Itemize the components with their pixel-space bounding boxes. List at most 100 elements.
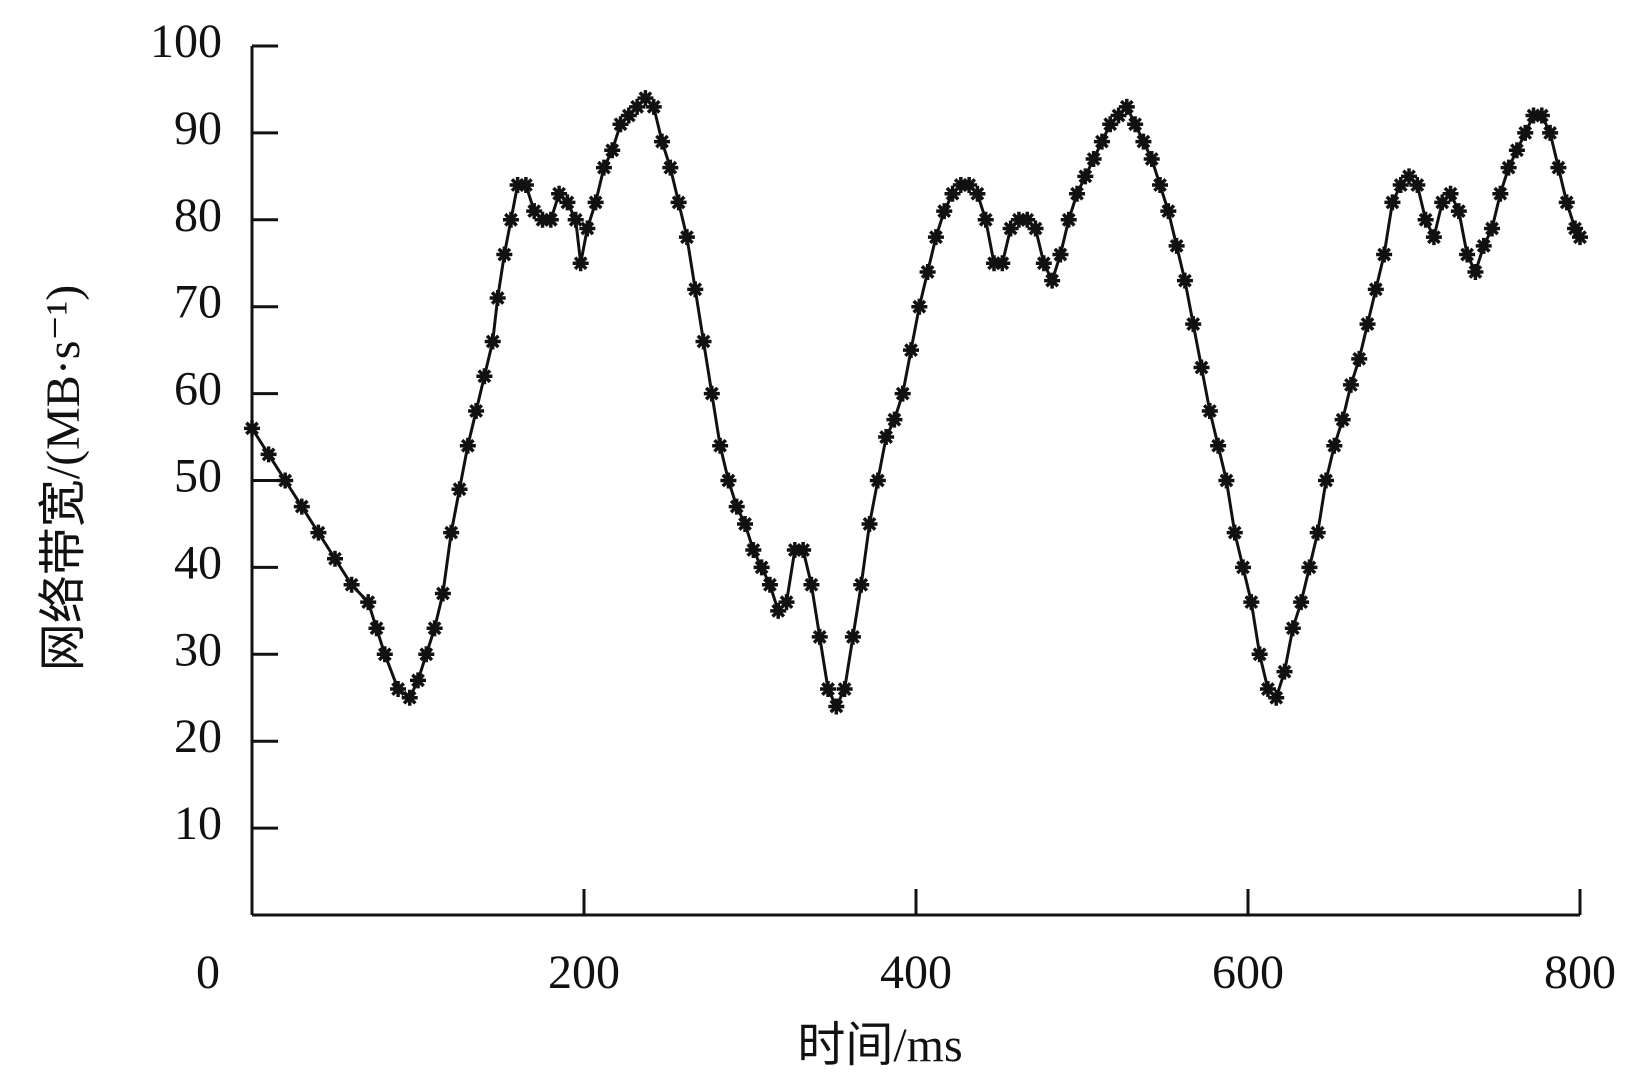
marker bbox=[687, 281, 704, 298]
marker bbox=[542, 211, 559, 228]
marker bbox=[368, 620, 385, 637]
marker bbox=[1550, 159, 1567, 176]
y-tick-label: 90 bbox=[174, 102, 222, 155]
marker bbox=[894, 385, 911, 402]
marker bbox=[1259, 681, 1276, 698]
x-tick-label: 0 bbox=[196, 946, 220, 999]
marker bbox=[1567, 220, 1584, 237]
marker bbox=[795, 542, 812, 559]
marker bbox=[260, 446, 277, 463]
y-tick-label: 50 bbox=[174, 450, 222, 503]
marker bbox=[1069, 185, 1086, 202]
marker bbox=[551, 185, 568, 202]
marker bbox=[1293, 594, 1310, 611]
marker bbox=[753, 559, 770, 576]
marker bbox=[1409, 177, 1426, 194]
marker bbox=[567, 211, 584, 228]
x-tick-label: 200 bbox=[548, 946, 620, 999]
marker bbox=[526, 203, 543, 220]
marker bbox=[1093, 133, 1110, 150]
marker bbox=[484, 333, 501, 350]
marker bbox=[629, 98, 646, 115]
marker bbox=[994, 255, 1011, 272]
marker bbox=[1210, 437, 1227, 454]
marker bbox=[745, 542, 762, 559]
marker bbox=[604, 142, 621, 159]
marker bbox=[1301, 559, 1318, 576]
marker bbox=[1168, 237, 1185, 254]
marker bbox=[786, 542, 803, 559]
marker bbox=[1127, 116, 1144, 133]
x-tick-label: 600 bbox=[1212, 946, 1284, 999]
marker bbox=[728, 498, 745, 515]
marker bbox=[376, 646, 393, 663]
marker bbox=[1359, 316, 1376, 333]
marker bbox=[1235, 559, 1252, 576]
marker bbox=[509, 177, 526, 194]
marker bbox=[1152, 177, 1169, 194]
marker bbox=[468, 402, 485, 419]
marker bbox=[1376, 246, 1393, 263]
marker bbox=[1160, 203, 1177, 220]
marker bbox=[969, 185, 986, 202]
marker bbox=[1484, 220, 1501, 237]
marker bbox=[517, 177, 534, 194]
marker bbox=[1268, 689, 1285, 706]
y-tick-label: 60 bbox=[174, 363, 222, 416]
marker bbox=[811, 628, 828, 645]
marker bbox=[1367, 281, 1384, 298]
marker bbox=[277, 472, 294, 489]
marker bbox=[1193, 359, 1210, 376]
marker bbox=[1467, 263, 1484, 280]
y-tick-label: 30 bbox=[174, 623, 222, 676]
marker bbox=[1085, 150, 1102, 167]
marker bbox=[310, 524, 327, 541]
marker bbox=[761, 576, 778, 593]
marker bbox=[820, 681, 837, 698]
marker bbox=[778, 594, 795, 611]
marker bbox=[534, 211, 551, 228]
y-tick-label: 10 bbox=[174, 797, 222, 850]
marker bbox=[1102, 116, 1119, 133]
marker bbox=[1052, 246, 1069, 263]
marker bbox=[1434, 194, 1451, 211]
y-tick-label: 80 bbox=[174, 189, 222, 242]
marker bbox=[1035, 255, 1052, 272]
marker bbox=[451, 481, 468, 498]
marker bbox=[1185, 316, 1202, 333]
marker bbox=[1558, 194, 1575, 211]
marker bbox=[1459, 246, 1476, 263]
marker bbox=[1118, 98, 1135, 115]
marker bbox=[1392, 177, 1409, 194]
marker bbox=[936, 203, 953, 220]
marker bbox=[476, 368, 493, 385]
marker bbox=[654, 133, 671, 150]
marker bbox=[1572, 229, 1588, 246]
marker bbox=[720, 472, 737, 489]
marker bbox=[695, 333, 712, 350]
marker bbox=[645, 98, 662, 115]
marker bbox=[1077, 168, 1094, 185]
marker bbox=[1218, 472, 1235, 489]
marker bbox=[1110, 107, 1127, 124]
marker bbox=[1135, 133, 1152, 150]
marker bbox=[1176, 272, 1193, 289]
marker bbox=[620, 107, 637, 124]
marker bbox=[572, 255, 589, 272]
marker bbox=[903, 342, 920, 359]
marker bbox=[919, 263, 936, 280]
marker bbox=[1318, 472, 1335, 489]
marker bbox=[401, 689, 418, 706]
marker bbox=[886, 411, 903, 428]
marker bbox=[836, 681, 853, 698]
marker bbox=[1251, 646, 1268, 663]
marker bbox=[244, 420, 260, 437]
marker bbox=[1226, 524, 1243, 541]
marker bbox=[410, 672, 426, 689]
marker bbox=[861, 515, 878, 532]
marker bbox=[1326, 437, 1343, 454]
marker bbox=[418, 646, 435, 663]
marker bbox=[1010, 211, 1027, 228]
marker bbox=[927, 229, 944, 246]
marker bbox=[360, 594, 377, 611]
